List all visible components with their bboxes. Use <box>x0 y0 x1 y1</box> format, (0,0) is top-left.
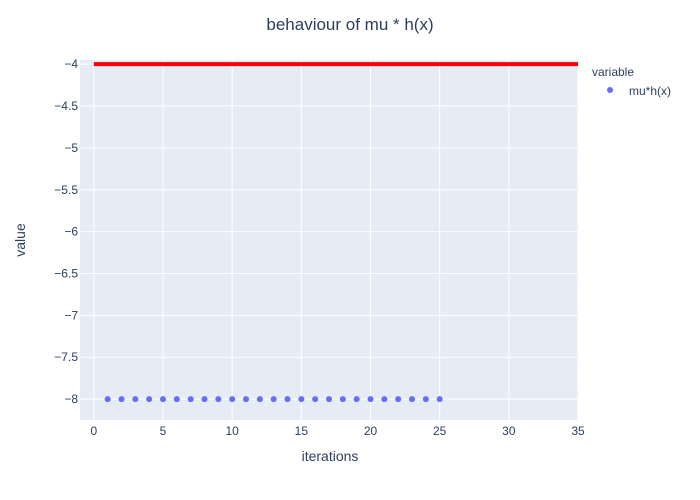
x-tick-label: 30 <box>502 424 516 438</box>
data-point <box>298 396 305 403</box>
y-tick-label: −6 <box>64 225 78 239</box>
data-point <box>256 396 263 403</box>
data-point <box>409 396 415 403</box>
legend-item-label: mu*h(x) <box>629 84 671 98</box>
data-point <box>173 396 180 403</box>
x-tick-label: 20 <box>364 424 378 438</box>
data-point <box>201 396 208 403</box>
data-point <box>381 396 388 403</box>
y-axis-ticks: −4 −4.5 −5 −5.5 −6 −6.5 −7 −7.5 −8 <box>54 57 78 406</box>
plot-background <box>80 60 578 420</box>
data-point <box>436 396 443 403</box>
legend: variable mu*h(x) <box>592 65 671 98</box>
data-point <box>422 396 429 403</box>
y-tick-label: −4 <box>64 57 78 71</box>
legend-title: variable <box>592 65 634 79</box>
data-point <box>132 396 139 403</box>
y-tick-label: −6.5 <box>54 266 78 280</box>
x-tick-label: 10 <box>225 424 239 438</box>
data-point <box>353 396 360 403</box>
y-tick-label: −7 <box>64 308 78 322</box>
x-tick-label: 0 <box>90 424 97 438</box>
x-tick-label: 25 <box>433 424 447 438</box>
x-tick-label: 35 <box>571 424 585 438</box>
data-point <box>187 396 194 403</box>
y-axis-label: value <box>12 223 28 257</box>
data-point <box>339 396 346 403</box>
y-tick-label: −5.5 <box>54 183 78 197</box>
x-axis-label: iterations <box>302 448 359 464</box>
data-point <box>284 396 291 403</box>
x-tick-label: 15 <box>295 424 309 438</box>
data-point <box>118 396 125 403</box>
legend-marker <box>607 87 613 93</box>
data-point <box>160 396 166 403</box>
data-point <box>215 396 222 403</box>
y-tick-label: −5 <box>64 141 78 155</box>
data-point <box>326 396 332 403</box>
data-point <box>367 396 374 403</box>
y-tick-label: −7.5 <box>54 350 78 364</box>
data-point <box>270 396 277 403</box>
y-tick-label: −4.5 <box>54 99 78 113</box>
data-point <box>229 396 236 403</box>
data-point <box>312 396 319 403</box>
data-point <box>146 396 153 403</box>
series-mu-h-x <box>104 396 443 403</box>
data-point <box>395 396 402 403</box>
y-tick-label: −8 <box>64 392 78 406</box>
data-point <box>104 396 111 403</box>
data-point <box>243 396 249 403</box>
x-axis-ticks: 0 5 10 15 20 25 30 35 <box>90 424 585 438</box>
x-tick-label: 5 <box>160 424 167 438</box>
chart-title: behaviour of mu * h(x) <box>266 15 433 34</box>
